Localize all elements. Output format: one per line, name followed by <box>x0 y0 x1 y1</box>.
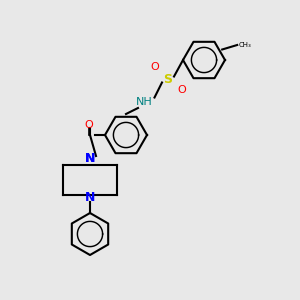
Text: NH: NH <box>136 97 152 107</box>
Text: N: N <box>85 191 95 204</box>
Text: N: N <box>85 152 95 166</box>
Text: N: N <box>85 152 95 166</box>
Text: O: O <box>84 119 93 130</box>
Text: S: S <box>164 73 172 86</box>
Text: O: O <box>177 85 186 95</box>
Text: CH₃: CH₃ <box>239 42 251 48</box>
Text: O: O <box>150 62 159 73</box>
